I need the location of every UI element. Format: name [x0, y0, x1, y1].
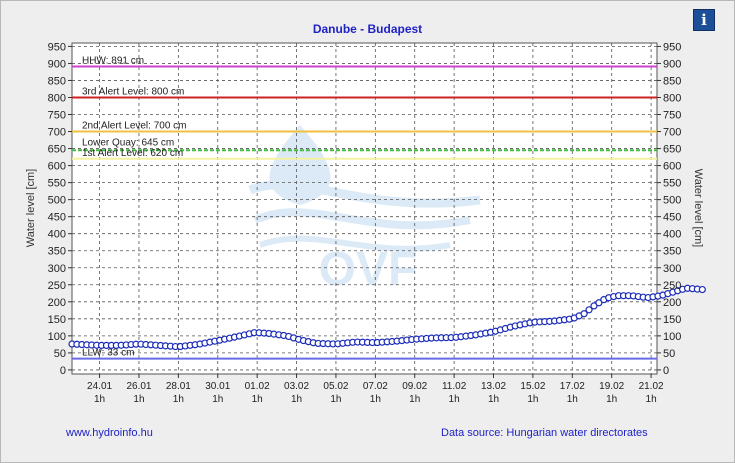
y-tick-label-right: 950	[663, 41, 681, 53]
y-axis-label-right: Water level [cm]	[692, 169, 704, 247]
reference-line-label: 1st Alert Level: 620 cm	[82, 148, 183, 159]
x-tick-date-label: 17.02	[560, 381, 585, 392]
data-point	[585, 306, 593, 314]
y-tick-label-left: 700	[48, 127, 66, 139]
y-tick-label-left: 900	[48, 58, 66, 70]
y-tick-label-right: 750	[663, 110, 681, 122]
y-tick-label-right: 900	[663, 58, 681, 70]
x-tick-date-label: 07.02	[363, 381, 388, 392]
y-tick-label-right: 450	[663, 212, 681, 224]
info-button[interactable]: i	[693, 9, 715, 31]
axis-layer: 0 0 50 50 100 100 150 150 200 200 250 250 300 300 350 3…	[48, 41, 682, 405]
x-tick-hour-label: 1h	[646, 394, 657, 405]
x-tick-hour-label: 1h	[370, 394, 381, 405]
x-tick-date-label: 05.02	[323, 381, 348, 392]
x-tick-hour-label: 1h	[330, 394, 341, 405]
x-tick-hour-label: 1h	[94, 394, 105, 405]
ovf-watermark-logo: OVF	[248, 125, 481, 296]
y-tick-label-left: 950	[48, 41, 66, 53]
y-tick-label-left: 350	[48, 246, 66, 258]
x-tick-hour-label: 1h	[606, 394, 617, 405]
x-tick-date-label: 11.02	[442, 381, 467, 392]
y-tick-label-left: 500	[48, 195, 66, 207]
x-tick-date-label: 24.01	[87, 381, 112, 392]
y-tick-label-left: 850	[48, 75, 66, 87]
y-tick-label-left: 600	[48, 161, 66, 173]
reference-line-label: 3rd Alert Level: 800 cm	[82, 86, 184, 97]
y-tick-label-right: 50	[663, 348, 675, 360]
y-tick-label-left: 250	[48, 280, 66, 292]
y-tick-label-left: 750	[48, 110, 66, 122]
x-tick-date-label: 30.01	[205, 381, 230, 392]
y-tick-label-left: 450	[48, 212, 66, 224]
data-source-text: Data source: Hungarian water directorate…	[441, 427, 648, 439]
y-tick-label-left: 0	[60, 365, 66, 377]
y-tick-label-right: 300	[663, 263, 681, 275]
y-tick-label-left: 100	[48, 331, 66, 343]
reference-line-label: Lower Quay: 645 cm	[82, 137, 174, 148]
chart-title: Danube - Budapest	[312, 22, 423, 36]
data-point	[590, 302, 598, 310]
hydroinfo-link[interactable]: www.hydroinfo.hu	[66, 427, 153, 439]
y-tick-label-left: 150	[48, 314, 66, 326]
y-tick-label-left: 50	[54, 348, 66, 360]
x-tick-hour-label: 1h	[133, 394, 144, 405]
x-tick-date-label: 03.02	[284, 381, 309, 392]
x-tick-date-label: 01.02	[245, 381, 270, 392]
data-point	[580, 310, 588, 318]
y-tick-label-right: 550	[663, 178, 681, 190]
y-tick-label-left: 650	[48, 144, 66, 156]
y-tick-label-left: 400	[48, 229, 66, 241]
x-tick-hour-label: 1h	[488, 394, 499, 405]
x-tick-hour-label: 1h	[527, 394, 538, 405]
reference-line-label: 2nd Alert Level: 700 cm	[82, 121, 187, 132]
reference-line-label: HHW: 891 cm	[82, 55, 144, 66]
x-tick-hour-label: 1h	[291, 394, 302, 405]
data-point	[595, 299, 603, 307]
reference-line-label: LLW: 33 cm	[82, 348, 134, 359]
x-tick-date-label: 28.01	[166, 381, 191, 392]
reference-lines: HHW: 891 cm 3rd Alert Level: 800 cm 2nd Al…	[72, 55, 657, 360]
x-tick-hour-label: 1h	[173, 394, 184, 405]
y-tick-label-right: 350	[663, 246, 681, 258]
series-layer	[68, 284, 706, 351]
y-tick-label-right: 850	[663, 75, 681, 87]
y-tick-label-right: 700	[663, 127, 681, 139]
x-tick-date-label: 09.02	[402, 381, 427, 392]
x-tick-date-label: 21.02	[639, 381, 664, 392]
y-tick-label-left: 550	[48, 178, 66, 190]
y-tick-label-right: 500	[663, 195, 681, 207]
y-tick-label-left: 800	[48, 92, 66, 104]
y-tick-label-right: 200	[663, 297, 681, 309]
y-tick-label-left: 200	[48, 297, 66, 309]
x-tick-hour-label: 1h	[212, 394, 223, 405]
x-tick-hour-label: 1h	[252, 394, 263, 405]
x-tick-date-label: 13.02	[481, 381, 506, 392]
y-tick-label-right: 600	[663, 161, 681, 173]
x-tick-hour-label: 1h	[449, 394, 460, 405]
x-tick-hour-label: 1h	[409, 394, 420, 405]
y-tick-label-right: 250	[663, 280, 681, 292]
x-tick-date-label: 26.01	[126, 381, 151, 392]
x-tick-date-label: 15.02	[520, 381, 545, 392]
data-point	[698, 285, 706, 294]
y-tick-label-right: 650	[663, 144, 681, 156]
y-tick-label-left: 300	[48, 263, 66, 275]
watermark-text: OVF	[319, 243, 418, 296]
x-tick-hour-label: 1h	[567, 394, 578, 405]
y-tick-label-right: 150	[663, 314, 681, 326]
y-tick-label-right: 400	[663, 229, 681, 241]
y-tick-label-right: 100	[663, 331, 681, 343]
y-tick-label-right: 0	[663, 365, 669, 377]
x-tick-date-label: 19.02	[599, 381, 624, 392]
y-tick-label-right: 800	[663, 92, 681, 104]
y-axis-label-left: Water level [cm]	[25, 169, 37, 247]
